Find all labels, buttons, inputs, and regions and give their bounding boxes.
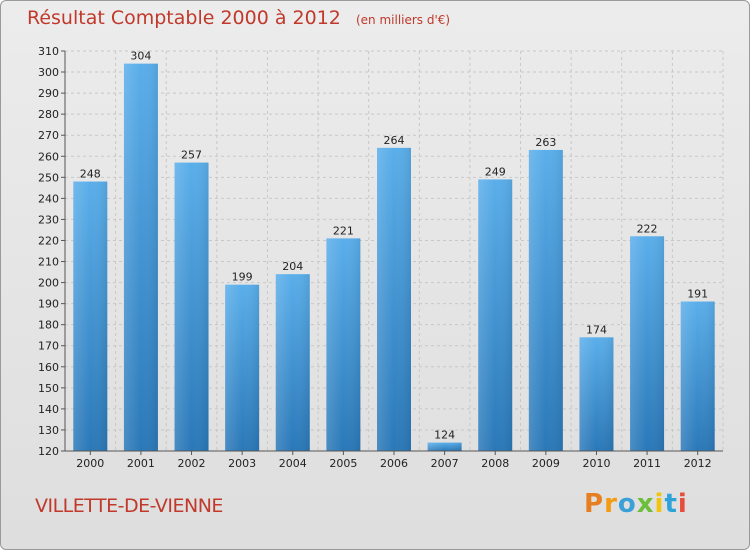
bar-shade: [478, 179, 513, 451]
value-label: 174: [586, 323, 607, 336]
y-tick-label: 170: [38, 340, 59, 353]
bar-shade: [680, 301, 715, 451]
bar-shade: [174, 162, 209, 451]
x-tick-label: 2006: [380, 457, 408, 470]
value-label: 222: [637, 222, 658, 235]
bar-shade: [377, 147, 411, 451]
bar-shade: [579, 337, 614, 451]
proxiti-logo[interactable]: Proxiti: [584, 489, 688, 519]
bar-shade: [73, 181, 108, 452]
bar-shade: [427, 442, 462, 451]
x-tick-label: 2010: [582, 457, 610, 470]
value-label: 221: [333, 224, 354, 237]
y-tick-label: 120: [38, 445, 59, 458]
x-tick-label: 2000: [76, 457, 104, 470]
logo-letter: x: [636, 489, 655, 519]
y-tick-label: 140: [38, 403, 59, 416]
bar-shade: [123, 63, 158, 451]
x-tick-label: 2007: [431, 457, 459, 470]
x-tick-label: 2004: [279, 457, 307, 470]
value-label: 249: [485, 165, 506, 178]
value-label: 204: [282, 260, 303, 273]
y-tick-label: 280: [38, 108, 59, 121]
y-tick-label: 200: [38, 277, 59, 290]
value-label: 263: [535, 136, 556, 149]
logo-letter: i: [677, 489, 688, 519]
value-label: 304: [130, 50, 151, 63]
y-tick-label: 300: [38, 66, 59, 79]
logo-letter: i: [654, 489, 665, 519]
bar-shade: [630, 236, 665, 451]
y-tick-label: 310: [38, 45, 59, 58]
y-tick-label: 260: [38, 150, 59, 163]
y-tick-label: 190: [38, 298, 59, 311]
y-tick-label: 160: [38, 361, 59, 374]
x-tick-label: 2005: [329, 457, 357, 470]
y-tick-label: 230: [38, 213, 59, 226]
y-tick-label: 150: [38, 382, 59, 395]
x-tick-label: 2003: [228, 457, 256, 470]
x-tick-label: 2011: [633, 457, 661, 470]
value-label: 264: [384, 134, 405, 147]
value-label: 191: [687, 288, 708, 301]
bar-shade: [225, 284, 260, 451]
logo-letter: o: [617, 489, 637, 519]
y-tick-label: 130: [38, 424, 59, 437]
y-tick-label: 290: [38, 87, 59, 100]
value-label: 199: [232, 271, 253, 284]
x-tick-label: 2002: [178, 457, 206, 470]
bar-shade: [528, 149, 563, 451]
y-tick-label: 270: [38, 129, 59, 142]
x-tick-label: 2008: [481, 457, 509, 470]
y-tick-label: 210: [38, 256, 59, 269]
value-label: 248: [80, 168, 101, 181]
x-tick-label: 2009: [532, 457, 560, 470]
bar-shade: [275, 274, 310, 451]
chart-subtitle: (en milliers d'€): [355, 13, 451, 27]
y-tick-label: 180: [38, 319, 59, 332]
logo-letter: t: [664, 489, 678, 519]
y-tick-label: 220: [38, 234, 59, 247]
x-tick-label: 2001: [127, 457, 155, 470]
commune-name: VILLETTE-DE-VIENNE: [35, 495, 223, 517]
bar-shade: [326, 238, 361, 451]
title-row: Résultat Comptable 2000 à 2012 (en milli…: [27, 7, 450, 29]
logo-letter: P: [584, 489, 605, 519]
value-label: 124: [434, 429, 455, 442]
x-tick-label: 2012: [684, 457, 712, 470]
logo-letter: r: [604, 489, 618, 519]
axis-layer: 120 130 140 150 160 170 180 190 200 210 220 230 240 2…: [38, 45, 723, 470]
y-tick-label: 250: [38, 171, 59, 184]
chart-title: Résultat Comptable 2000 à 2012: [27, 7, 341, 29]
value-label: 257: [181, 149, 202, 162]
y-tick-label: 240: [38, 192, 59, 205]
bars-layer: 248 304 257 199 204 221 264 124 249 263 174 222 191: [73, 50, 715, 452]
